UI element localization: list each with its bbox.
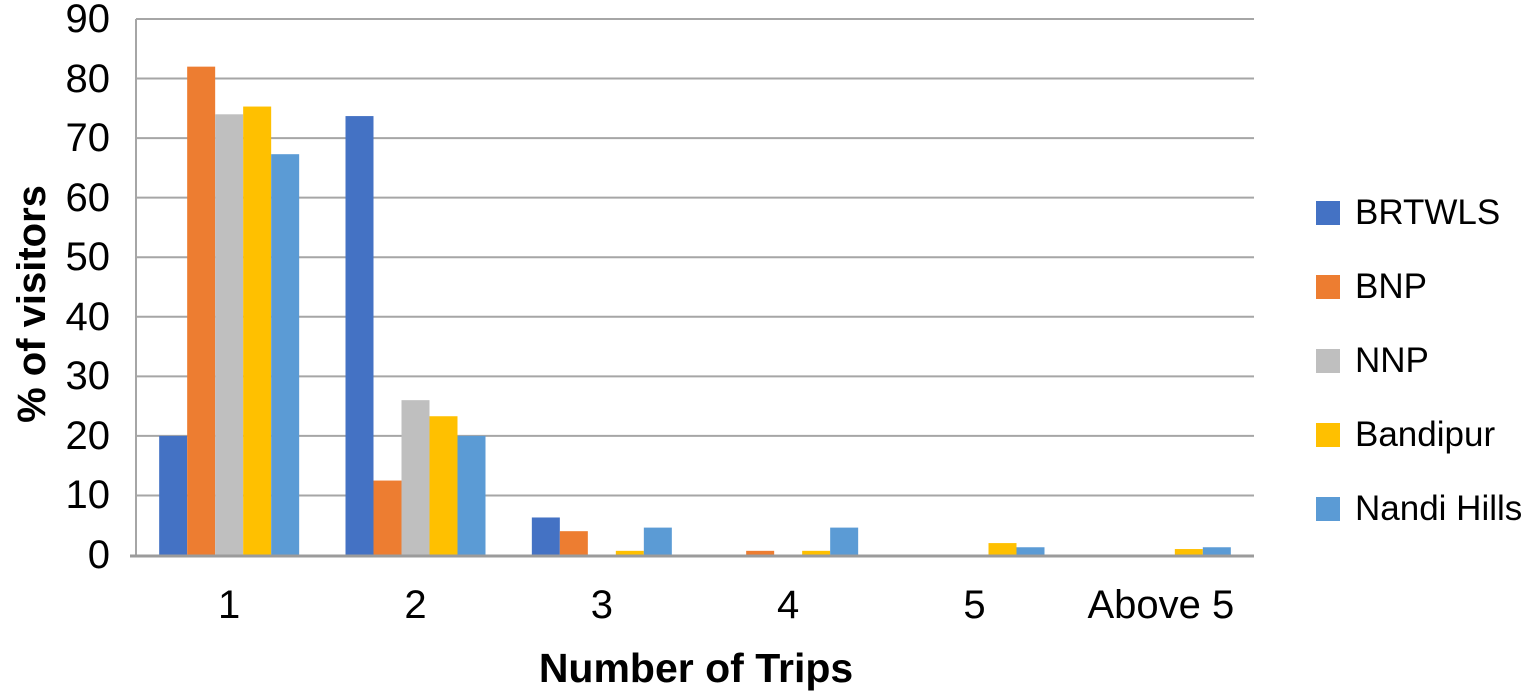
y-tick-label-80: 80 <box>65 56 111 101</box>
bar-brtwls-trips-2 <box>345 116 374 555</box>
bar-nandi-hills-trips-5 <box>1016 547 1045 555</box>
x-tick-label-3: 3 <box>590 583 613 627</box>
legend-swatch-icon <box>1316 423 1340 447</box>
legend-swatch-icon <box>1316 275 1340 299</box>
y-tick-label-0: 0 <box>87 533 110 577</box>
bar-bandipur-trips-3 <box>615 550 644 555</box>
bar-bandipur-trips-4 <box>802 550 831 555</box>
y-tick-label-50: 50 <box>65 235 111 280</box>
legend-label: NNP <box>1355 341 1429 380</box>
legend-label: Bandipur <box>1355 415 1496 454</box>
bar-bnp-trips-3 <box>559 531 588 555</box>
y-tick-label-20: 20 <box>65 413 111 458</box>
bar-brtwls-trips-3 <box>531 517 560 555</box>
legend: BRTWLS BNP NNP Bandipur Nandi Hills <box>1316 193 1523 569</box>
legend-swatch-icon <box>1316 349 1340 373</box>
bar-bandipur-trips-2 <box>429 416 458 555</box>
legend-item-nnp: NNP <box>1316 341 1522 380</box>
bar-nandi-hills-trips-1 <box>271 154 300 556</box>
bar-bnp-trips-1 <box>187 66 216 556</box>
legend-label: BRTWLS <box>1355 193 1501 232</box>
legend-swatch-icon <box>1316 201 1340 225</box>
bar-nandi-hills-trips-2 <box>457 435 486 555</box>
y-tick-label-70: 70 <box>65 116 111 161</box>
y-tick-label-40: 40 <box>65 294 111 339</box>
bar-bandipur-trips-1 <box>243 106 272 556</box>
legend-item-nandi-hills: Nandi Hills <box>1316 489 1523 528</box>
x-tick-label-4: 4 <box>777 583 800 627</box>
x-tick-label-1: 1 <box>218 583 241 627</box>
bar-nandi-hills-trips-3 <box>643 527 672 555</box>
y-tick-label-10: 10 <box>65 473 111 518</box>
bar-nandi-hills-trips-above-5 <box>1202 547 1231 555</box>
legend-item-bandipur: Bandipur <box>1316 415 1522 454</box>
bar-bandipur-trips-5 <box>988 543 1017 555</box>
y-tick-label-30: 30 <box>65 354 111 399</box>
x-tick-label-above-5: Above 5 <box>1087 583 1235 627</box>
bar-nnp-trips-2 <box>401 400 430 555</box>
bar-nandi-hills-trips-4 <box>830 527 859 555</box>
y-tick-label-60: 60 <box>65 175 111 220</box>
x-axis-title: Number of Trips <box>538 645 854 691</box>
bar-nnp-trips-1 <box>215 114 244 556</box>
legend-item-brtwls: BRTWLS <box>1316 193 1522 232</box>
bar-bnp-trips-4 <box>746 550 775 555</box>
bar-brtwls-trips-1 <box>159 435 188 555</box>
bar-bnp-trips-2 <box>373 480 402 555</box>
legend-label: BNP <box>1355 267 1427 306</box>
legend-swatch-icon <box>1316 497 1340 521</box>
x-tick-label-2: 2 <box>404 583 427 627</box>
legend-label: Nandi Hills <box>1355 489 1523 528</box>
legend-item-bnp: BNP <box>1316 267 1522 306</box>
y-tick-label-90: 90 <box>65 0 111 41</box>
bar-bandipur-trips-above-5 <box>1174 549 1203 555</box>
x-tick-label-5: 5 <box>963 583 986 627</box>
